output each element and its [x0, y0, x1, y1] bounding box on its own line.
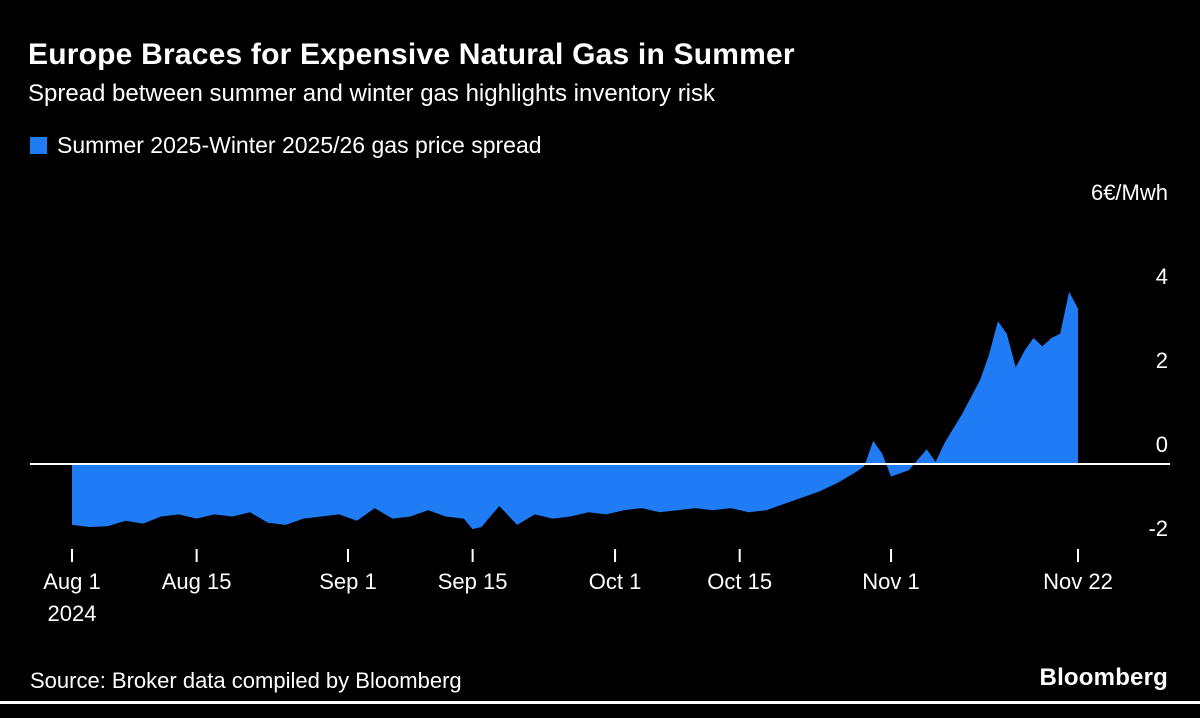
x-axis-label: Oct 15 — [707, 569, 773, 594]
area-series — [72, 291, 1078, 530]
bottom-divider — [0, 701, 1200, 704]
legend-swatch-icon — [30, 137, 47, 154]
x-axis-label: Aug 1 — [43, 569, 101, 594]
x-axis-label: Aug 15 — [161, 569, 232, 594]
y-axis-unit-label: 6€/Mwh — [1090, 180, 1168, 205]
x-axis-label: Sep 1 — [319, 569, 377, 594]
legend-label: Summer 2025-Winter 2025/26 gas price spr… — [57, 132, 542, 158]
source-text: Source: Broker data compiled by Bloomber… — [30, 668, 462, 693]
legend: Summer 2025-Winter 2025/26 gas price spr… — [30, 132, 542, 159]
x-axis-label: Nov 1 — [862, 569, 920, 594]
x-axis-sublabel: 2024 — [47, 601, 97, 626]
x-axis-label: Sep 15 — [437, 569, 508, 594]
chart-subtitle: Spread between summer and winter gas hig… — [28, 80, 716, 107]
y-axis-label: 0 — [1155, 432, 1168, 457]
bloomberg-logo: Bloomberg — [1039, 664, 1168, 691]
x-axis-label: Nov 22 — [1043, 569, 1113, 594]
page-title: Europe Braces for Expensive Natural Gas … — [28, 38, 795, 71]
y-axis-label: -2 — [1148, 516, 1168, 541]
y-axis-label: 4 — [1155, 264, 1168, 289]
x-axis-ticks — [71, 549, 1079, 562]
y-axis-label: 2 — [1155, 348, 1168, 373]
x-axis-label: Oct 1 — [588, 569, 642, 594]
